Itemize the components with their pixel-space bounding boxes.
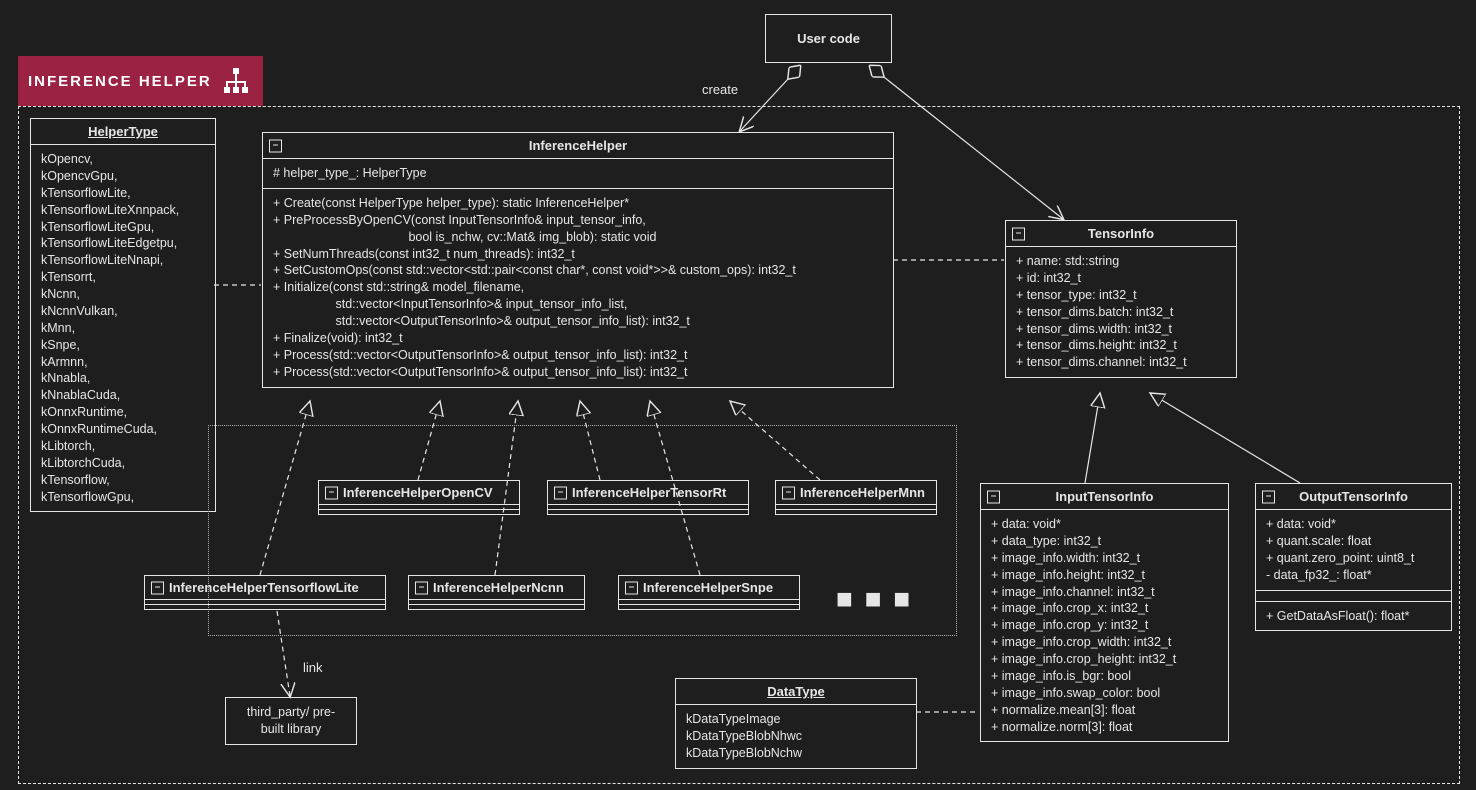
collapse-icon[interactable]: – [782, 486, 795, 499]
subclass-snpe: –InferenceHelperSnpe [618, 575, 800, 610]
collapse-icon[interactable]: – [415, 581, 428, 594]
helpertype-title: HelperType [88, 124, 158, 139]
subclass-snpe-title: InferenceHelperSnpe [643, 580, 773, 595]
inferencehelper-title: InferenceHelper [529, 138, 627, 153]
helpertype-items: kOpencv, kOpencvGpu, kTensorflowLite, kT… [31, 145, 215, 511]
tensorinfo-attrs: + name: std::string + id: int32_t + tens… [1006, 247, 1236, 377]
inferencehelper-attrs: # helper_type_: HelperType [263, 159, 893, 188]
collapse-icon[interactable]: – [1012, 227, 1025, 240]
tensorinfo-box: – TensorInfo + name: std::string + id: i… [1005, 220, 1237, 378]
inferencehelper-methods: + Create(const HelperType helper_type): … [263, 189, 893, 387]
usercode-box: User code [765, 14, 892, 63]
link-label: link [303, 660, 323, 675]
collapse-icon[interactable]: – [151, 581, 164, 594]
logo-text: INFERENCE HELPER [28, 73, 212, 90]
tensorinfo-title: TensorInfo [1088, 226, 1154, 241]
subclass-ncnn: –InferenceHelperNcnn [408, 575, 585, 610]
collapse-icon[interactable]: – [987, 490, 1000, 503]
subclass-mnn: –InferenceHelperMnn [775, 480, 937, 515]
thirdparty-box: third_party/ pre-built library [225, 697, 357, 745]
subclass-tensorrt-title: InferenceHelperTensorRt [572, 485, 726, 500]
collapse-icon[interactable]: – [554, 486, 567, 499]
outputtensorinfo-attrs: + data: void* + quant.scale: float + qua… [1256, 510, 1451, 590]
inputtensorinfo-attrs: + data: void* + data_type: int32_t + ima… [981, 510, 1228, 741]
subclass-opencv: –InferenceHelperOpenCV [318, 480, 520, 515]
collapse-icon[interactable]: – [625, 581, 638, 594]
subclass-tflite: –InferenceHelperTensorflowLite [144, 575, 386, 610]
outputtensorinfo-methods: + GetDataAsFloat(): float* [1256, 602, 1451, 631]
thirdparty-text: third_party/ pre-built library [226, 698, 356, 744]
datatype-title: DataType [767, 684, 825, 699]
subclass-tflite-title: InferenceHelperTensorflowLite [169, 580, 359, 595]
inputtensorinfo-title: InputTensorInfo [1056, 489, 1154, 504]
ellipsis: ■ ■ ■ [836, 583, 912, 615]
datatype-items: kDataTypeImage kDataTypeBlobNhwc kDataTy… [676, 705, 916, 768]
datatype-box: DataType kDataTypeImage kDataTypeBlobNhw… [675, 678, 917, 769]
create-label: create [702, 82, 738, 97]
inferencehelper-box: – InferenceHelper # helper_type_: Helper… [262, 132, 894, 388]
outputtensorinfo-box: – OutputTensorInfo + data: void* + quant… [1255, 483, 1452, 631]
collapse-icon[interactable]: – [325, 486, 338, 499]
collapse-icon[interactable]: – [269, 139, 282, 152]
usercode-title: User code [797, 31, 860, 46]
inputtensorinfo-box: – InputTensorInfo + data: void* + data_t… [980, 483, 1229, 742]
outputtensorinfo-title: OutputTensorInfo [1299, 489, 1408, 504]
subclass-tensorrt: –InferenceHelperTensorRt [547, 480, 749, 515]
helpertype-box: HelperType kOpencv, kOpencvGpu, kTensorf… [30, 118, 216, 512]
hierarchy-icon [222, 67, 250, 95]
subclass-mnn-title: InferenceHelperMnn [800, 485, 925, 500]
package-logo: INFERENCE HELPER [18, 56, 263, 106]
subclass-ncnn-title: InferenceHelperNcnn [433, 580, 564, 595]
subclass-opencv-title: InferenceHelperOpenCV [343, 485, 493, 500]
collapse-icon[interactable]: – [1262, 490, 1275, 503]
